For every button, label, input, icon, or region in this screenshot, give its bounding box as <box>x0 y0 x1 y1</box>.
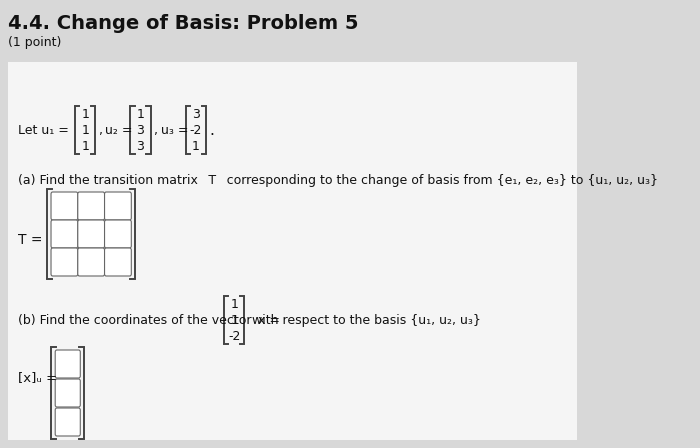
Text: T =: T = <box>18 233 43 247</box>
FancyBboxPatch shape <box>104 192 132 220</box>
Text: 1: 1 <box>192 139 199 152</box>
FancyBboxPatch shape <box>8 62 577 440</box>
Text: (b) Find the coordinates of the vector  x =: (b) Find the coordinates of the vector x… <box>18 314 281 327</box>
Text: -2: -2 <box>190 124 202 137</box>
Text: 3: 3 <box>192 108 199 121</box>
Text: 1: 1 <box>81 108 89 121</box>
Text: ,: , <box>154 124 158 137</box>
Text: 1: 1 <box>81 139 89 152</box>
Text: .: . <box>209 122 214 138</box>
Text: 1: 1 <box>136 108 144 121</box>
FancyBboxPatch shape <box>104 248 132 276</box>
Text: u₂ =: u₂ = <box>106 124 133 137</box>
FancyBboxPatch shape <box>78 220 104 248</box>
Text: ,: , <box>99 124 103 137</box>
FancyBboxPatch shape <box>51 192 78 220</box>
FancyBboxPatch shape <box>55 408 80 436</box>
Text: (1 point): (1 point) <box>8 36 62 49</box>
FancyBboxPatch shape <box>78 248 104 276</box>
FancyBboxPatch shape <box>55 350 80 378</box>
Text: 1: 1 <box>230 314 238 327</box>
Text: [x]ᵤ =: [x]ᵤ = <box>18 371 57 384</box>
Text: with respect to the basis {u₁, u₂, u₃}: with respect to the basis {u₁, u₂, u₃} <box>248 314 482 327</box>
Text: 1: 1 <box>230 297 238 310</box>
FancyBboxPatch shape <box>78 192 104 220</box>
Text: 3: 3 <box>136 124 144 137</box>
Text: (a) Find the transition matrix   T   corresponding to the change of basis from {: (a) Find the transition matrix T corresp… <box>18 174 659 187</box>
Text: 1: 1 <box>81 124 89 137</box>
FancyBboxPatch shape <box>51 248 78 276</box>
Text: Let u₁ =: Let u₁ = <box>18 124 69 137</box>
Text: 4.4. Change of Basis: Problem 5: 4.4. Change of Basis: Problem 5 <box>8 14 359 33</box>
Text: -2: -2 <box>228 329 240 343</box>
FancyBboxPatch shape <box>104 220 132 248</box>
FancyBboxPatch shape <box>55 379 80 407</box>
Text: u₃ =: u₃ = <box>160 124 188 137</box>
FancyBboxPatch shape <box>51 220 78 248</box>
Text: 3: 3 <box>136 139 144 152</box>
